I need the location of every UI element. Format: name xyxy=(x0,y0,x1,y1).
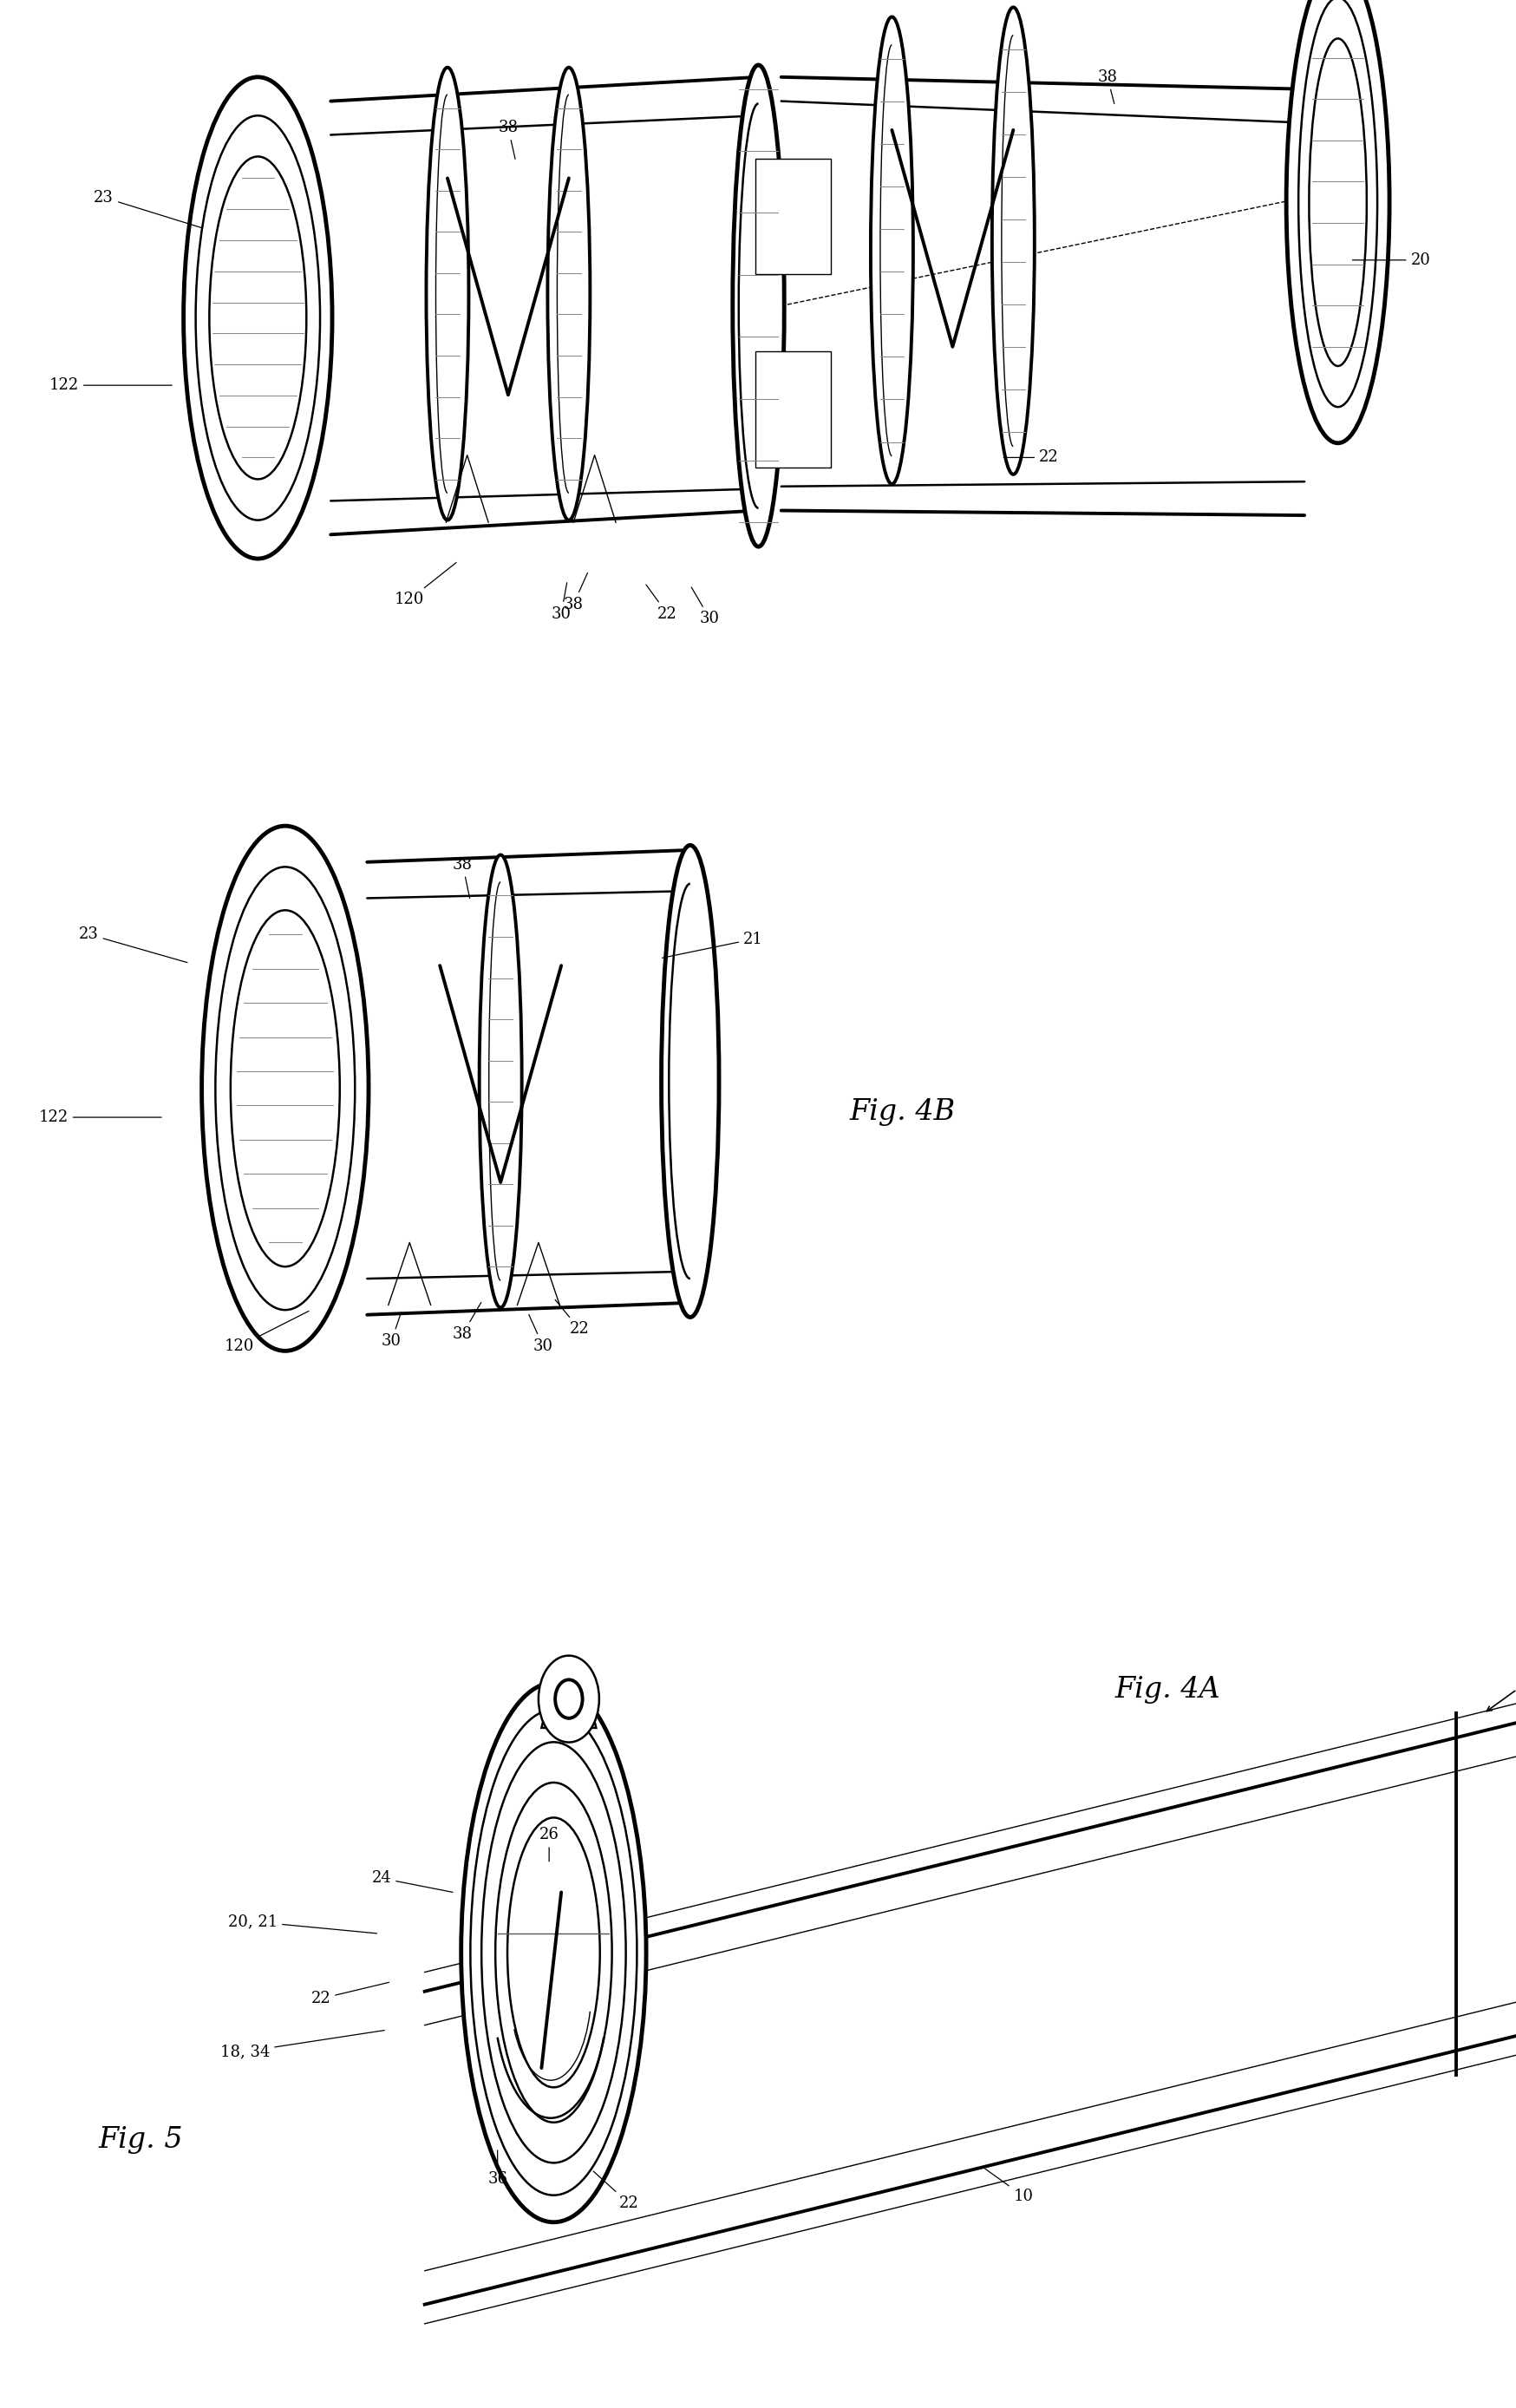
Ellipse shape xyxy=(1286,0,1389,443)
Ellipse shape xyxy=(547,67,590,520)
Ellipse shape xyxy=(991,7,1034,474)
Ellipse shape xyxy=(538,1657,599,1743)
Text: 30: 30 xyxy=(381,1312,402,1348)
Text: 38: 38 xyxy=(497,120,518,159)
Text: 22: 22 xyxy=(555,1300,590,1336)
Text: 38: 38 xyxy=(562,573,587,612)
Text: Fig. 4A: Fig. 4A xyxy=(1114,1676,1220,1705)
Text: 22: 22 xyxy=(1004,450,1058,465)
Ellipse shape xyxy=(183,77,332,559)
Text: 122: 122 xyxy=(38,1110,161,1125)
Ellipse shape xyxy=(215,867,355,1310)
Text: 38: 38 xyxy=(452,857,473,898)
Ellipse shape xyxy=(555,1681,582,1719)
Ellipse shape xyxy=(461,1683,646,2223)
Text: 122: 122 xyxy=(49,378,171,393)
Text: 30: 30 xyxy=(691,588,720,626)
Text: 38: 38 xyxy=(452,1303,481,1341)
Text: 22: 22 xyxy=(593,2172,638,2211)
Text: 20, 21: 20, 21 xyxy=(227,1914,376,1934)
Text: 20: 20 xyxy=(1352,253,1430,267)
Polygon shape xyxy=(755,352,831,467)
Text: 38: 38 xyxy=(1096,70,1117,104)
Text: 30: 30 xyxy=(529,1315,553,1353)
Text: 120: 120 xyxy=(224,1310,309,1353)
Ellipse shape xyxy=(1308,39,1366,366)
Text: 24: 24 xyxy=(371,1871,452,1893)
Ellipse shape xyxy=(732,65,784,547)
Ellipse shape xyxy=(230,910,340,1267)
Text: 26: 26 xyxy=(538,1828,559,1861)
Text: 18, 34: 18, 34 xyxy=(220,2030,384,2059)
Text: 10: 10 xyxy=(984,2170,1032,2203)
Text: 36: 36 xyxy=(487,2150,508,2186)
Text: Fig. 4B: Fig. 4B xyxy=(849,1098,955,1127)
Text: 30: 30 xyxy=(550,583,572,621)
Ellipse shape xyxy=(496,1782,611,2121)
Ellipse shape xyxy=(470,1710,637,2196)
Ellipse shape xyxy=(202,826,368,1351)
Ellipse shape xyxy=(209,157,306,479)
Ellipse shape xyxy=(1298,0,1377,407)
Ellipse shape xyxy=(661,845,719,1317)
Ellipse shape xyxy=(870,17,913,484)
Text: 23: 23 xyxy=(79,927,186,963)
Polygon shape xyxy=(755,159,831,275)
Text: 120: 120 xyxy=(394,563,456,607)
Ellipse shape xyxy=(196,116,320,520)
Text: 22: 22 xyxy=(311,1982,388,2006)
Polygon shape xyxy=(541,1714,596,1729)
Text: 21: 21 xyxy=(662,932,763,958)
Ellipse shape xyxy=(426,67,468,520)
Text: Fig. 5: Fig. 5 xyxy=(99,2126,183,2155)
Text: 23: 23 xyxy=(94,190,202,229)
Ellipse shape xyxy=(479,855,522,1308)
Text: 22: 22 xyxy=(646,585,678,621)
